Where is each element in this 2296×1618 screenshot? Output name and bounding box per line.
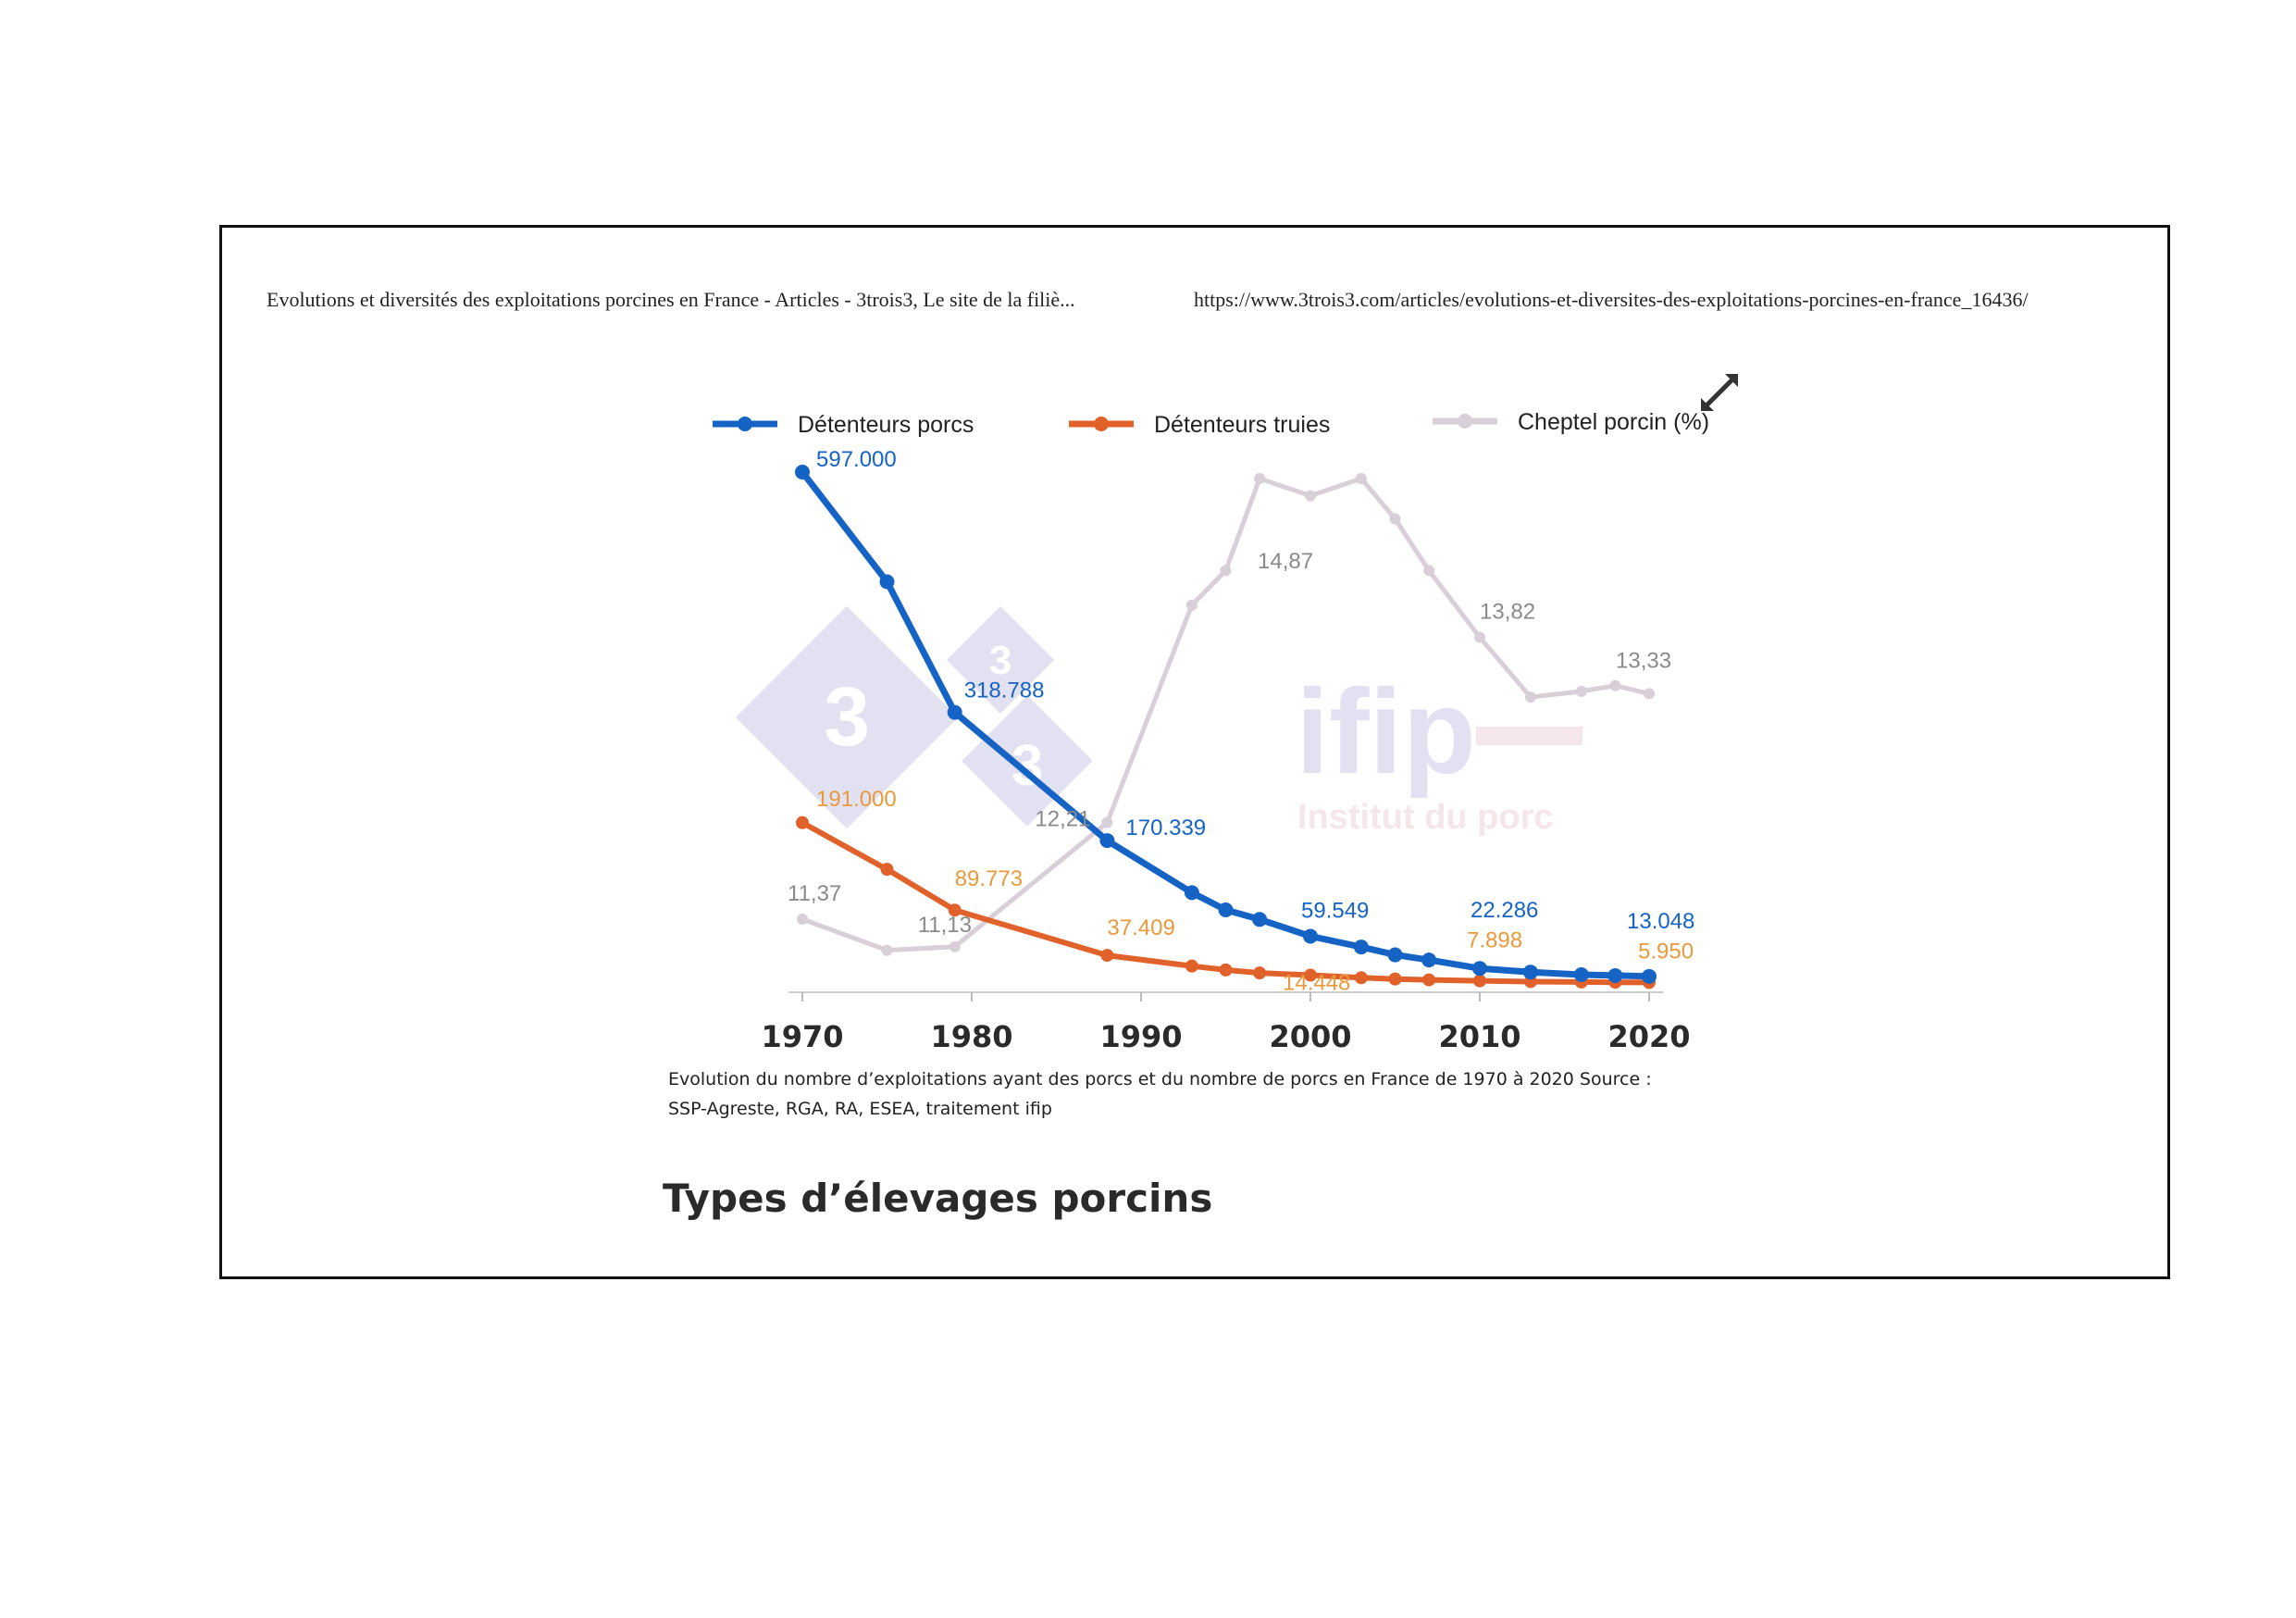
watermark-ifip-text: ifip xyxy=(1296,664,1476,799)
data-point-series-2 xyxy=(949,941,961,952)
data-point-series-2 xyxy=(1356,473,1367,484)
data-point-series-2 xyxy=(882,945,893,956)
watermark-ifip-bar xyxy=(1476,727,1582,745)
data-point-series-1 xyxy=(1253,966,1266,979)
legend-swatch-marker xyxy=(1094,417,1109,431)
legend-label: Détenteurs porcs xyxy=(798,412,974,438)
data-point-series-1 xyxy=(1389,973,1402,986)
data-point-series-1 xyxy=(1100,949,1113,962)
data-point-series-2 xyxy=(1254,473,1265,484)
data-point-series-1 xyxy=(881,863,894,876)
data-label-series-1: 37.409 xyxy=(1107,915,1174,940)
data-point-series-0 xyxy=(1421,952,1436,967)
data-label-series-2: 11,37 xyxy=(788,881,841,906)
legend-label: Cheptel porcin (%) xyxy=(1518,409,1709,435)
data-point-series-0 xyxy=(1388,948,1403,963)
data-point-series-0 xyxy=(1354,940,1369,954)
data-label-series-0: 13.048 xyxy=(1627,909,1694,934)
data-label-series-2: 13,82 xyxy=(1480,600,1535,625)
data-label-series-2: 12,21 xyxy=(1035,807,1090,832)
data-label-series-0: 597.000 xyxy=(816,447,897,472)
x-tick-label: 2000 xyxy=(1269,1019,1351,1054)
legend-label: Détenteurs truies xyxy=(1154,412,1330,438)
data-point-series-2 xyxy=(1390,514,1401,525)
data-label-series-1: 191.000 xyxy=(816,787,897,812)
data-point-series-0 xyxy=(1574,967,1589,982)
data-point-series-2 xyxy=(1576,686,1587,697)
data-point-series-1 xyxy=(796,816,809,829)
x-tick-label: 2020 xyxy=(1607,1019,1690,1054)
figure-caption-line-2: SSP-Agreste, RGA, RA, ESEA, traitement i… xyxy=(668,1099,1052,1119)
data-point-series-1 xyxy=(1422,974,1435,987)
data-label-series-0: 170.339 xyxy=(1125,815,1206,840)
data-point-series-2 xyxy=(1305,491,1316,502)
data-label-series-1: 89.773 xyxy=(955,866,1023,891)
section-heading: Types d’élevages porcins xyxy=(663,1176,1212,1221)
data-label-series-2: 14,87 xyxy=(1258,549,1313,574)
watermark-ifip-subtext: Institut du porc xyxy=(1297,798,1554,837)
chart: 3 3 3 ifip Institut du porc 197019801990… xyxy=(0,0,2296,1618)
data-point-series-0 xyxy=(1607,968,1622,983)
data-label-series-2: 11,13 xyxy=(918,913,972,938)
data-point-series-0 xyxy=(1523,965,1538,979)
legend-swatch-marker xyxy=(738,417,752,431)
data-point-series-1 xyxy=(1220,964,1233,977)
watermark-3trois3-digit-1: 3 xyxy=(824,671,870,764)
data-point-series-2 xyxy=(1474,632,1485,643)
expand-arrows-icon[interactable] xyxy=(1699,372,1740,413)
data-label-series-1: 7.898 xyxy=(1467,928,1522,953)
data-point-series-0 xyxy=(1472,961,1487,976)
data-point-series-0 xyxy=(1219,902,1234,917)
data-point-series-2 xyxy=(1186,600,1198,611)
data-point-series-1 xyxy=(1355,971,1368,984)
data-point-series-0 xyxy=(795,465,810,479)
data-point-series-2 xyxy=(1423,565,1434,576)
data-label-series-1: 14.448 xyxy=(1283,971,1350,996)
x-tick-label: 1970 xyxy=(761,1019,843,1054)
legend-swatch-marker xyxy=(1458,414,1472,429)
data-point-series-1 xyxy=(1185,960,1198,973)
data-point-series-2 xyxy=(1609,680,1620,691)
data-point-series-2 xyxy=(1221,565,1232,576)
data-point-series-0 xyxy=(1252,912,1267,927)
data-point-series-2 xyxy=(1644,688,1655,699)
data-point-series-0 xyxy=(948,705,962,720)
figure-caption-line-1: Evolution du nombre d’exploitations ayan… xyxy=(668,1069,1652,1089)
data-point-series-0 xyxy=(880,574,895,589)
x-tick-label: 1980 xyxy=(930,1019,1012,1054)
data-point-series-0 xyxy=(1185,885,1199,900)
data-point-series-0 xyxy=(1642,969,1657,984)
x-axis: 1970 1980 1990 2000 2010 2020 xyxy=(761,992,1690,1054)
data-point-series-1 xyxy=(1473,975,1486,988)
data-label-series-2: 13,33 xyxy=(1616,648,1671,673)
data-point-series-2 xyxy=(797,914,808,925)
data-point-series-2 xyxy=(1101,817,1112,828)
x-tick-label: 2010 xyxy=(1438,1019,1520,1054)
data-label-series-0: 318.788 xyxy=(964,678,1045,703)
data-label-series-0: 22.286 xyxy=(1471,898,1538,923)
data-label-series-0: 59.549 xyxy=(1301,898,1369,923)
data-point-series-0 xyxy=(1099,833,1114,848)
data-point-series-2 xyxy=(1525,691,1536,703)
watermark-3trois3-digit-2: 3 xyxy=(989,638,1011,683)
legend: Détenteurs porcs Détenteurs truies Cheptel… xyxy=(713,409,1709,438)
x-tick-label: 1990 xyxy=(1099,1019,1182,1054)
data-point-series-0 xyxy=(1303,928,1318,943)
data-label-series-1: 5.950 xyxy=(1638,939,1694,964)
